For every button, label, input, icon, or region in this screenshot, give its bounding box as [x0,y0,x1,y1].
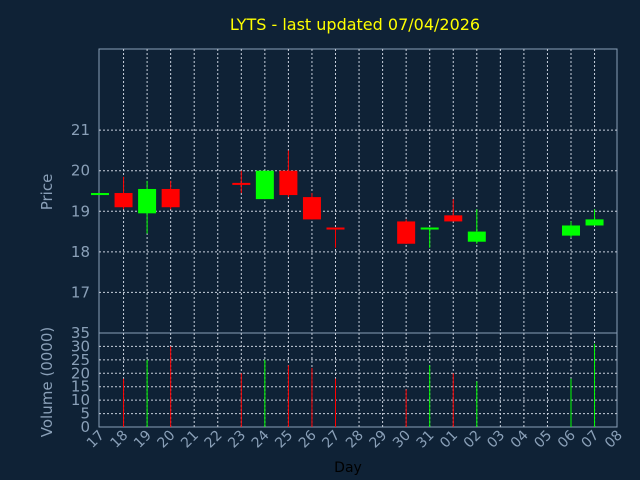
x-tick-label: 29 [367,428,391,452]
volume-tick-label: 20 [71,364,90,382]
x-tick-label: 28 [343,428,367,452]
price-tick-label: 21 [71,121,90,139]
x-tick-label: 02 [461,428,485,452]
x-tick-label: 08 [602,428,626,452]
candle-body [397,221,416,244]
candle-body [420,227,439,230]
volume-tick-label: 10 [71,391,90,409]
candle-body [585,219,604,226]
x-tick-label: 22 [202,428,226,452]
x-tick-label: 05 [531,428,555,452]
x-tick-label: 06 [555,427,579,451]
candle-body [279,170,298,196]
x-tick-label: 03 [484,428,508,452]
candle-body [467,231,486,242]
candle-body [302,197,321,220]
price-tick-label: 19 [71,202,90,220]
price-axis-label: Price [38,174,56,211]
candle-body [161,188,180,208]
price-tick-label: 18 [71,243,90,261]
x-ticks: 17 18 19 20 21 22 23 24 25 26 27 28 29 30 31 01 02 03 04 05… [84,427,626,451]
price-tick-label: 17 [71,283,90,301]
candle-body [138,188,157,214]
candle-body [114,193,133,208]
volume-grid [99,333,617,427]
candle-body [255,170,274,200]
volume-tick-label: 5 [80,405,90,423]
volume-axis-label: Volume (0000) [38,327,56,437]
volume-tick-label: 30 [71,337,90,355]
volume-panel [98,332,618,428]
x-tick-label: 23 [225,428,249,452]
chart-title: LYTS - last updated 07/04/2026 [230,15,480,34]
volume-tick-label: 15 [71,378,90,396]
candle-body [562,225,580,236]
x-tick-label: 27 [319,428,343,452]
x-tick-label: 30 [390,428,414,452]
volume-tick-label: 25 [71,351,90,369]
volume-bars [123,343,596,427]
x-tick-label: 21 [178,428,202,452]
candle-body [232,182,251,185]
price-y-ticks: 17 18 19 20 21 [71,121,90,301]
volume-tick-label: 35 [71,324,90,342]
x-tick-label: 19 [131,428,155,452]
x-tick-label: 20 [155,428,179,452]
x-tick-label: 07 [578,428,602,452]
candle-body [91,193,109,196]
candle-body [326,227,345,230]
volume-tick-label: 0 [80,418,90,436]
x-axis-label: Day [334,460,362,476]
x-tick-label: 25 [272,428,296,452]
x-tick-label: 31 [414,428,438,452]
x-tick-label: 26 [296,427,320,451]
candle-body [444,215,463,222]
x-tick-label: 18 [107,428,131,452]
price-tick-label: 20 [71,162,90,180]
x-tick-label: 04 [508,427,532,451]
x-tick-label: 01 [437,428,461,452]
x-tick-label: 24 [249,427,273,451]
candles [91,150,604,248]
